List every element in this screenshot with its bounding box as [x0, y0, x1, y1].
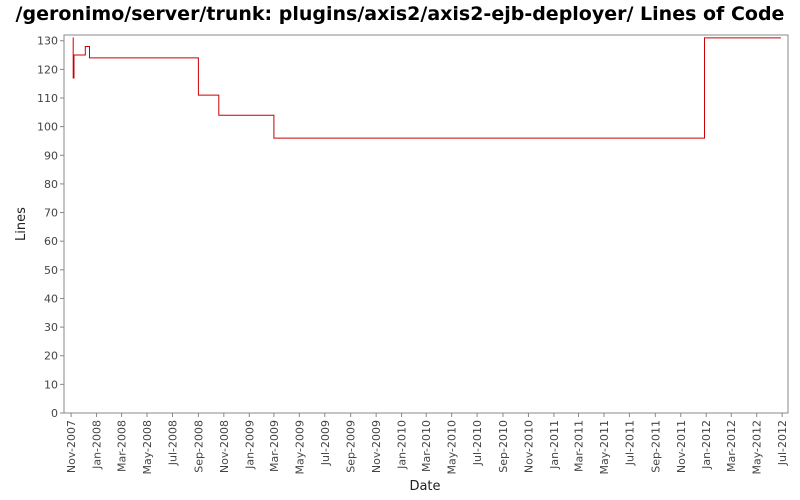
y-tick-label: 10 [44, 378, 58, 391]
x-tick-label: Nov-2009 [370, 420, 383, 473]
y-tick-label: 120 [37, 63, 58, 76]
x-axis-label: Date [409, 479, 440, 494]
x-tick-label: Jan-2008 [91, 420, 104, 470]
y-tick-label: 0 [51, 407, 58, 420]
chart-title: /geronimo/server/trunk: plugins/axis2/ax… [15, 3, 785, 25]
y-tick-label: 50 [44, 264, 58, 277]
y-tick-label: 40 [44, 292, 58, 305]
x-tick-label: Sep-2009 [345, 420, 358, 473]
x-tick-label: Jan-2012 [700, 420, 713, 470]
x-tick-label: Mar-2012 [725, 420, 738, 472]
series-group [72, 37, 781, 139]
x-tick-label: Mar-2011 [573, 420, 586, 472]
x-tick-label: Jul-2012 [776, 420, 789, 466]
x-tick-label: Jan-2011 [548, 420, 561, 470]
series-line [72, 37, 781, 139]
x-tick-label: Nov-2011 [675, 420, 688, 473]
x-tick-label: Nov-2010 [522, 420, 535, 473]
x-tick-label: Nov-2008 [218, 420, 231, 473]
x-tick-label: Mar-2008 [116, 420, 129, 472]
y-axis: 0 10 20 30 40 50 60 70 80 90 100 110 120 130 [37, 35, 64, 420]
x-tick-label: Jul-2009 [319, 420, 332, 466]
y-tick-label: 30 [44, 321, 58, 334]
x-tick-label: Jul-2010 [471, 420, 484, 466]
x-tick-label: Jan-2010 [396, 420, 409, 470]
x-tick-label: Jan-2009 [243, 420, 256, 470]
x-tick-label: May-2008 [141, 420, 154, 475]
x-tick-label: Jul-2011 [623, 420, 636, 466]
x-tick-label: Mar-2010 [420, 420, 433, 472]
x-tick-label: May-2012 [751, 420, 764, 475]
x-tick-label: Mar-2009 [268, 420, 281, 472]
x-tick-label: Jul-2008 [166, 420, 179, 466]
y-tick-label: 100 [37, 121, 58, 134]
x-tick-label: May-2011 [598, 420, 611, 475]
y-axis-label: Lines [14, 207, 29, 241]
y-tick-label: 110 [37, 92, 58, 105]
plot-area [63, 34, 789, 414]
x-tick-label: May-2009 [293, 420, 306, 475]
x-tick-label: May-2010 [446, 420, 459, 475]
y-tick-label: 70 [44, 207, 58, 220]
x-tick-label: Sep-2010 [497, 420, 510, 473]
x-axis: Nov-2007 Jan-2008 Mar-2008 May-2008 Jul-2008… [65, 413, 789, 475]
x-tick-label: Sep-2008 [192, 420, 205, 473]
y-tick-label: 130 [37, 35, 58, 48]
y-tick-label: 80 [44, 178, 58, 191]
y-tick-label: 90 [44, 149, 58, 162]
y-tick-label: 60 [44, 235, 58, 248]
x-tick-label: Sep-2011 [649, 420, 662, 473]
x-tick-label: Nov-2007 [65, 420, 78, 473]
y-tick-label: 20 [44, 350, 58, 363]
